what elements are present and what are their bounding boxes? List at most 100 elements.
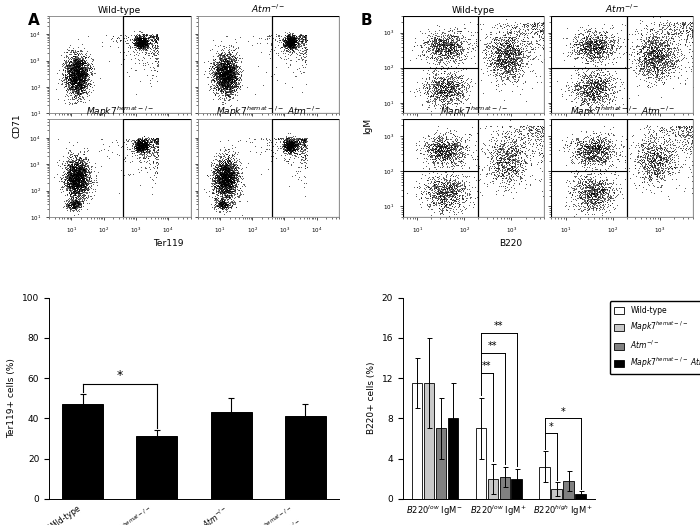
Point <box>68 203 79 211</box>
Point <box>596 75 607 83</box>
Point <box>450 194 461 203</box>
Point <box>70 167 81 175</box>
Point <box>253 61 264 70</box>
Point <box>74 81 85 90</box>
Point <box>136 134 148 143</box>
Point <box>138 144 149 153</box>
Point <box>75 58 86 66</box>
Point <box>655 57 666 66</box>
Point <box>63 52 74 61</box>
Point <box>510 73 521 81</box>
Point <box>80 155 92 163</box>
Point <box>608 55 619 63</box>
Point <box>282 40 293 48</box>
Point <box>148 145 159 154</box>
Point <box>232 74 243 82</box>
Point <box>431 133 442 141</box>
Point <box>430 92 442 100</box>
Point <box>217 163 228 171</box>
Point <box>215 81 226 90</box>
Point <box>453 96 464 104</box>
Point <box>468 200 480 208</box>
Point <box>457 170 468 178</box>
Point <box>285 39 296 47</box>
Point <box>217 173 228 181</box>
Point <box>594 94 606 102</box>
Point <box>580 88 592 96</box>
Point <box>504 56 515 65</box>
Point <box>72 72 83 80</box>
Point <box>281 143 293 151</box>
Point <box>69 62 80 70</box>
Point <box>223 69 234 78</box>
Point <box>281 145 292 154</box>
Point <box>526 126 537 134</box>
Point <box>212 66 223 74</box>
Point <box>283 139 294 148</box>
Point <box>68 180 79 188</box>
Point <box>516 170 527 178</box>
Point <box>461 185 472 194</box>
Point <box>612 190 624 198</box>
Point <box>460 143 471 152</box>
Point <box>71 77 82 86</box>
Point <box>57 66 69 75</box>
Point <box>65 172 76 181</box>
Point <box>106 148 118 156</box>
Point <box>449 199 461 207</box>
Point <box>580 40 592 48</box>
Point <box>442 203 454 212</box>
Point <box>524 122 536 131</box>
Point <box>446 41 457 49</box>
Point <box>600 156 611 164</box>
Point <box>141 141 153 150</box>
Point <box>433 133 444 141</box>
Point <box>451 37 462 45</box>
Point <box>216 169 227 177</box>
Point <box>614 49 625 58</box>
Point <box>208 169 219 177</box>
Point <box>433 151 444 159</box>
Point <box>80 70 92 78</box>
Point <box>440 85 451 93</box>
Point <box>498 162 510 171</box>
Point <box>677 24 688 33</box>
Point <box>74 176 85 184</box>
Point <box>508 181 519 189</box>
Point <box>144 146 155 155</box>
Point <box>436 56 447 64</box>
Point <box>217 181 228 189</box>
Point <box>640 39 651 48</box>
Point <box>76 65 88 74</box>
Point <box>599 144 610 152</box>
Point <box>437 88 448 96</box>
Point <box>210 63 221 71</box>
Point <box>455 97 466 106</box>
Point <box>425 78 436 87</box>
Point <box>219 67 230 76</box>
Point <box>223 159 234 167</box>
Point <box>640 47 652 55</box>
Point <box>300 158 311 166</box>
Point <box>284 144 295 152</box>
Point <box>505 138 516 146</box>
Point <box>643 152 654 161</box>
Point <box>66 172 78 181</box>
Point <box>264 34 275 43</box>
Point <box>484 56 495 64</box>
Point <box>493 51 504 59</box>
Point <box>420 97 431 106</box>
Point <box>596 59 607 68</box>
Point <box>78 182 89 190</box>
Point <box>438 38 449 46</box>
Point <box>135 136 146 144</box>
Point <box>222 191 233 200</box>
Point <box>435 80 447 89</box>
Point <box>207 167 218 175</box>
Point <box>144 134 155 142</box>
Point <box>71 65 82 73</box>
Point <box>152 137 163 145</box>
Point <box>439 141 450 150</box>
Point <box>230 61 241 69</box>
Point <box>484 135 495 144</box>
